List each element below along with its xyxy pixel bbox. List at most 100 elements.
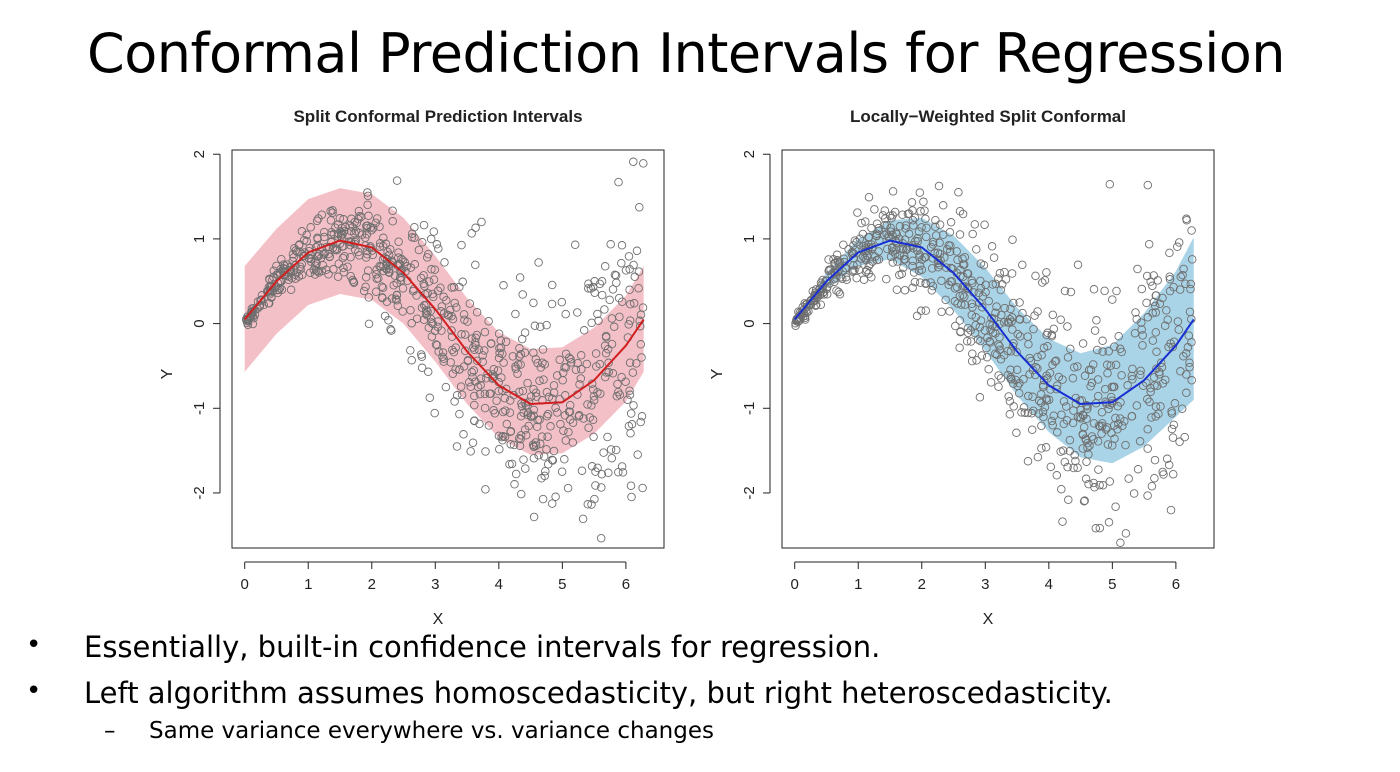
data-point — [364, 211, 373, 221]
data-point — [921, 214, 930, 224]
data-point — [372, 274, 381, 283]
data-point — [811, 301, 820, 310]
data-point — [587, 500, 596, 509]
data-point — [564, 407, 574, 416]
data-point — [835, 258, 845, 267]
data-point — [916, 206, 925, 216]
data-point — [392, 291, 402, 300]
data-point — [547, 499, 557, 508]
data-point — [1103, 440, 1113, 449]
data-point — [537, 432, 547, 441]
data-point — [1098, 480, 1108, 490]
data-point — [521, 464, 530, 473]
data-point — [1143, 180, 1153, 190]
data-point — [508, 352, 518, 361]
data-point — [632, 359, 641, 368]
data-point — [638, 483, 647, 493]
data-point — [561, 309, 570, 319]
data-point — [341, 222, 350, 232]
data-point — [915, 188, 925, 197]
data-point — [316, 253, 326, 263]
data-point — [933, 256, 943, 265]
data-point — [583, 400, 592, 409]
data-point — [378, 241, 388, 251]
sub-bullet-item: – Same variance everywhere vs. variance … — [0, 718, 1400, 754]
data-point — [547, 299, 557, 309]
data-point — [468, 438, 478, 447]
data-point — [339, 263, 348, 273]
data-point — [629, 157, 638, 167]
data-point — [476, 374, 486, 383]
data-point — [1068, 374, 1078, 383]
data-point — [994, 371, 1003, 380]
x-tick-label: 3 — [981, 576, 989, 593]
data-point — [549, 381, 559, 390]
data-point — [551, 492, 560, 502]
y-tick-label: -1 — [191, 402, 208, 415]
data-point — [1023, 456, 1033, 466]
data-point — [913, 234, 922, 243]
data-point — [938, 201, 948, 210]
data-point — [808, 286, 818, 296]
data-point — [967, 310, 977, 320]
data-point — [1130, 328, 1140, 338]
data-point — [1129, 489, 1139, 498]
data-point — [591, 349, 601, 358]
data-point — [955, 291, 965, 301]
data-point — [452, 391, 462, 400]
data-point — [565, 400, 575, 410]
data-point — [287, 273, 297, 283]
data-point — [1187, 226, 1196, 235]
data-point — [972, 245, 981, 254]
data-point — [499, 281, 508, 290]
data-point — [334, 259, 344, 268]
data-point — [273, 288, 283, 298]
data-point — [437, 326, 446, 335]
data-point — [1042, 268, 1051, 277]
data-point — [977, 303, 987, 312]
data-point — [1186, 284, 1195, 294]
data-point — [484, 316, 493, 326]
data-point — [447, 283, 456, 292]
data-point — [1033, 352, 1042, 362]
data-point — [1165, 286, 1175, 296]
data-point — [272, 261, 281, 271]
data-point — [1149, 271, 1158, 280]
data-point — [800, 305, 809, 314]
data-point — [486, 339, 496, 348]
data-point — [575, 380, 584, 389]
x-axis-label: X — [433, 611, 444, 628]
data-point — [975, 393, 985, 402]
data-point — [1169, 420, 1179, 430]
data-point — [472, 330, 482, 340]
data-point — [868, 257, 877, 266]
data-point — [886, 252, 896, 261]
data-point — [605, 295, 614, 305]
data-point — [625, 390, 635, 400]
data-point — [958, 209, 968, 219]
fit-line — [793, 239, 1195, 406]
data-point — [1155, 299, 1165, 309]
data-point — [516, 360, 525, 369]
data-point — [1058, 517, 1067, 526]
data-point — [288, 250, 298, 259]
data-point — [494, 386, 503, 396]
data-point — [593, 463, 602, 473]
data-point — [1027, 409, 1037, 418]
data-point — [1066, 344, 1075, 354]
x-tick-label: 0 — [241, 576, 249, 593]
data-point — [480, 389, 490, 399]
data-point — [364, 293, 374, 302]
data-point — [617, 372, 626, 382]
data-point — [972, 356, 981, 365]
data-point — [422, 253, 432, 262]
data-point — [934, 181, 944, 191]
data-point — [1104, 518, 1114, 527]
data-point — [952, 247, 961, 256]
data-point — [1048, 310, 1058, 320]
data-point — [1143, 313, 1153, 322]
data-point — [888, 247, 897, 256]
data-point — [429, 275, 439, 284]
data-point — [467, 229, 476, 238]
data-point — [538, 358, 547, 367]
